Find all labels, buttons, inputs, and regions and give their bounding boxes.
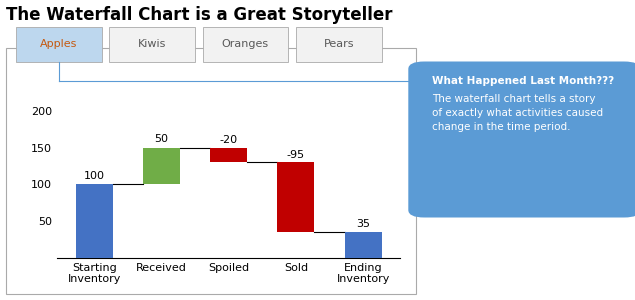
Text: 100: 100: [84, 171, 105, 181]
Bar: [210, 148, 247, 162]
Text: 50: 50: [154, 134, 168, 144]
Text: The waterfall chart tells a story
of exactly what activities caused
change in th: The waterfall chart tells a story of exa…: [432, 94, 603, 133]
Text: Oranges: Oranges: [222, 39, 269, 49]
Text: Pears: Pears: [323, 39, 354, 49]
Bar: [277, 162, 314, 232]
Text: -95: -95: [287, 150, 305, 160]
Text: Kiwis: Kiwis: [138, 39, 166, 49]
Text: Apples: Apples: [40, 39, 77, 49]
Text: 35: 35: [356, 219, 370, 229]
Bar: [143, 148, 180, 184]
Text: What Happened Last Month???: What Happened Last Month???: [432, 76, 614, 86]
Bar: [345, 232, 382, 258]
Text: The Waterfall Chart is a Great Storyteller: The Waterfall Chart is a Great Storytell…: [6, 6, 393, 24]
Text: -20: -20: [220, 135, 237, 145]
Bar: [76, 184, 112, 258]
